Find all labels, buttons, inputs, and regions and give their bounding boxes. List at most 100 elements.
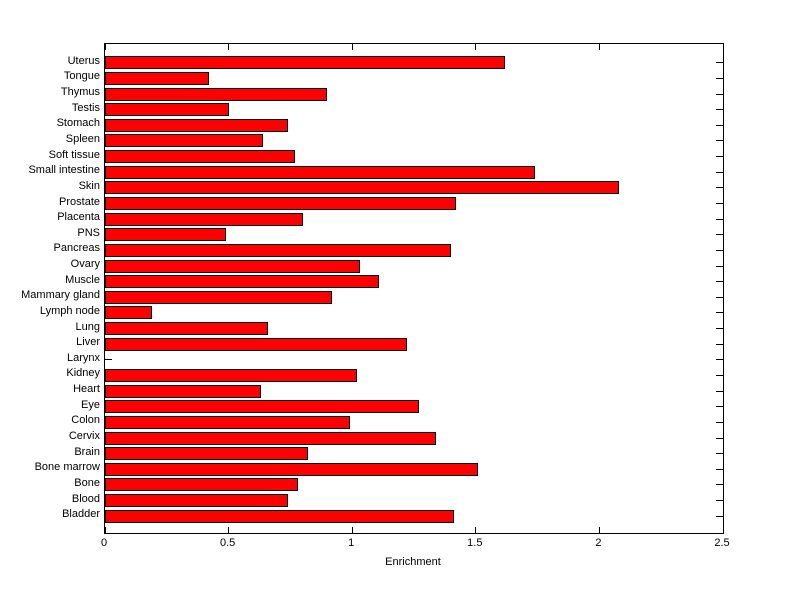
- bar-liver: [105, 337, 407, 351]
- category-label: Cervix: [68, 430, 100, 443]
- y-tick-right: [716, 421, 723, 423]
- y-tick-right: [716, 296, 723, 298]
- y-tick-right: [716, 453, 723, 455]
- bar-muscle: [105, 275, 380, 289]
- y-tick-right: [716, 234, 723, 236]
- x-tick-top: [104, 44, 106, 50]
- category-label: Spleen: [65, 132, 100, 145]
- x-tick-label: 2: [595, 537, 602, 549]
- bar-ovary: [105, 259, 360, 273]
- category-label: Pancreas: [53, 242, 100, 255]
- y-tick-right: [716, 484, 723, 486]
- category-label: Blood: [71, 492, 100, 505]
- y-tick-right: [716, 218, 723, 220]
- bar-lung: [105, 322, 269, 336]
- x-tick-label: 2.5: [714, 537, 730, 549]
- y-tick-right: [716, 343, 723, 345]
- bar-lymph-node: [105, 306, 152, 320]
- y-tick-left: [105, 359, 112, 361]
- category-label: Ovary: [70, 258, 100, 271]
- category-label: Lymph node: [39, 304, 100, 317]
- category-label: Colon: [71, 414, 100, 427]
- y-tick-right: [716, 187, 723, 189]
- bar-skin: [105, 181, 620, 195]
- bar-spleen: [105, 134, 264, 148]
- category-label: Kidney: [66, 367, 100, 380]
- bar-soft-tissue: [105, 150, 296, 164]
- x-tick-label: 0.5: [219, 537, 236, 549]
- x-tick-bottom: [228, 527, 230, 533]
- bar-pns: [105, 228, 227, 242]
- category-label: Liver: [76, 336, 100, 349]
- y-tick-right: [716, 281, 723, 283]
- y-tick-right: [716, 406, 723, 408]
- bar-tongue: [105, 71, 209, 85]
- bar-colon: [105, 415, 350, 429]
- bar-bone-marrow: [105, 462, 479, 476]
- category-label: Prostate: [59, 195, 100, 208]
- bar-heart: [105, 384, 261, 398]
- category-label: Testis: [71, 101, 100, 114]
- y-tick-right: [716, 500, 723, 502]
- bar-bladder: [105, 509, 454, 523]
- bar-pancreas: [105, 243, 452, 257]
- y-tick-right: [716, 93, 723, 95]
- bar-cervix: [105, 431, 437, 445]
- category-label: Eye: [81, 398, 100, 411]
- category-label: Larynx: [66, 351, 100, 364]
- bar-stomach: [105, 118, 288, 132]
- bar-brain: [105, 447, 308, 461]
- category-label: PNS: [77, 226, 100, 239]
- y-tick-right: [716, 265, 723, 267]
- category-label: Stomach: [56, 117, 100, 130]
- category-label: Placenta: [57, 211, 100, 224]
- category-label: Muscle: [65, 273, 100, 286]
- bar-kidney: [105, 368, 358, 382]
- x-tick-bottom: [475, 527, 477, 533]
- x-tick-bottom: [351, 527, 353, 533]
- bar-testis: [105, 103, 229, 117]
- y-tick-right: [716, 468, 723, 470]
- category-label: Tongue: [63, 70, 100, 83]
- x-tick-top: [722, 44, 724, 50]
- category-label: Skin: [78, 179, 100, 192]
- plot-area: [104, 43, 724, 534]
- x-tick-top: [351, 44, 353, 50]
- category-label: Bone: [74, 476, 100, 489]
- y-tick-right: [716, 124, 723, 126]
- y-tick-right: [716, 156, 723, 158]
- x-tick-top: [228, 44, 230, 50]
- category-label: Uterus: [67, 54, 100, 67]
- x-tick-bottom: [722, 527, 724, 533]
- bar-mammary-gland: [105, 290, 333, 304]
- x-tick-bottom: [598, 527, 600, 533]
- bar-small-intestine: [105, 165, 536, 179]
- y-tick-right: [716, 77, 723, 79]
- category-label: Mammary gland: [21, 289, 100, 302]
- bar-eye: [105, 400, 419, 414]
- bar-uterus: [105, 56, 506, 70]
- category-label: Bone marrow: [34, 461, 100, 474]
- y-tick-right: [716, 140, 723, 142]
- x-tick-top: [475, 44, 477, 50]
- x-tick-top: [598, 44, 600, 50]
- category-label: Soft tissue: [48, 148, 100, 161]
- category-label: Small intestine: [28, 164, 100, 177]
- bar-placenta: [105, 212, 303, 226]
- bar-thymus: [105, 87, 328, 101]
- category-label: Heart: [73, 383, 100, 396]
- bar-blood: [105, 494, 288, 508]
- y-tick-right: [716, 359, 723, 361]
- x-axis-title: Enrichment: [385, 556, 441, 568]
- y-tick-right: [716, 374, 723, 376]
- y-tick-right: [716, 203, 723, 205]
- y-tick-right: [716, 390, 723, 392]
- category-label: Brain: [74, 445, 100, 458]
- y-tick-right: [716, 62, 723, 64]
- bar-bone: [105, 478, 298, 492]
- x-tick-label: 0: [100, 537, 108, 549]
- category-label: Bladder: [62, 508, 100, 521]
- y-tick-right: [716, 328, 723, 330]
- x-tick-label: 1: [348, 537, 355, 549]
